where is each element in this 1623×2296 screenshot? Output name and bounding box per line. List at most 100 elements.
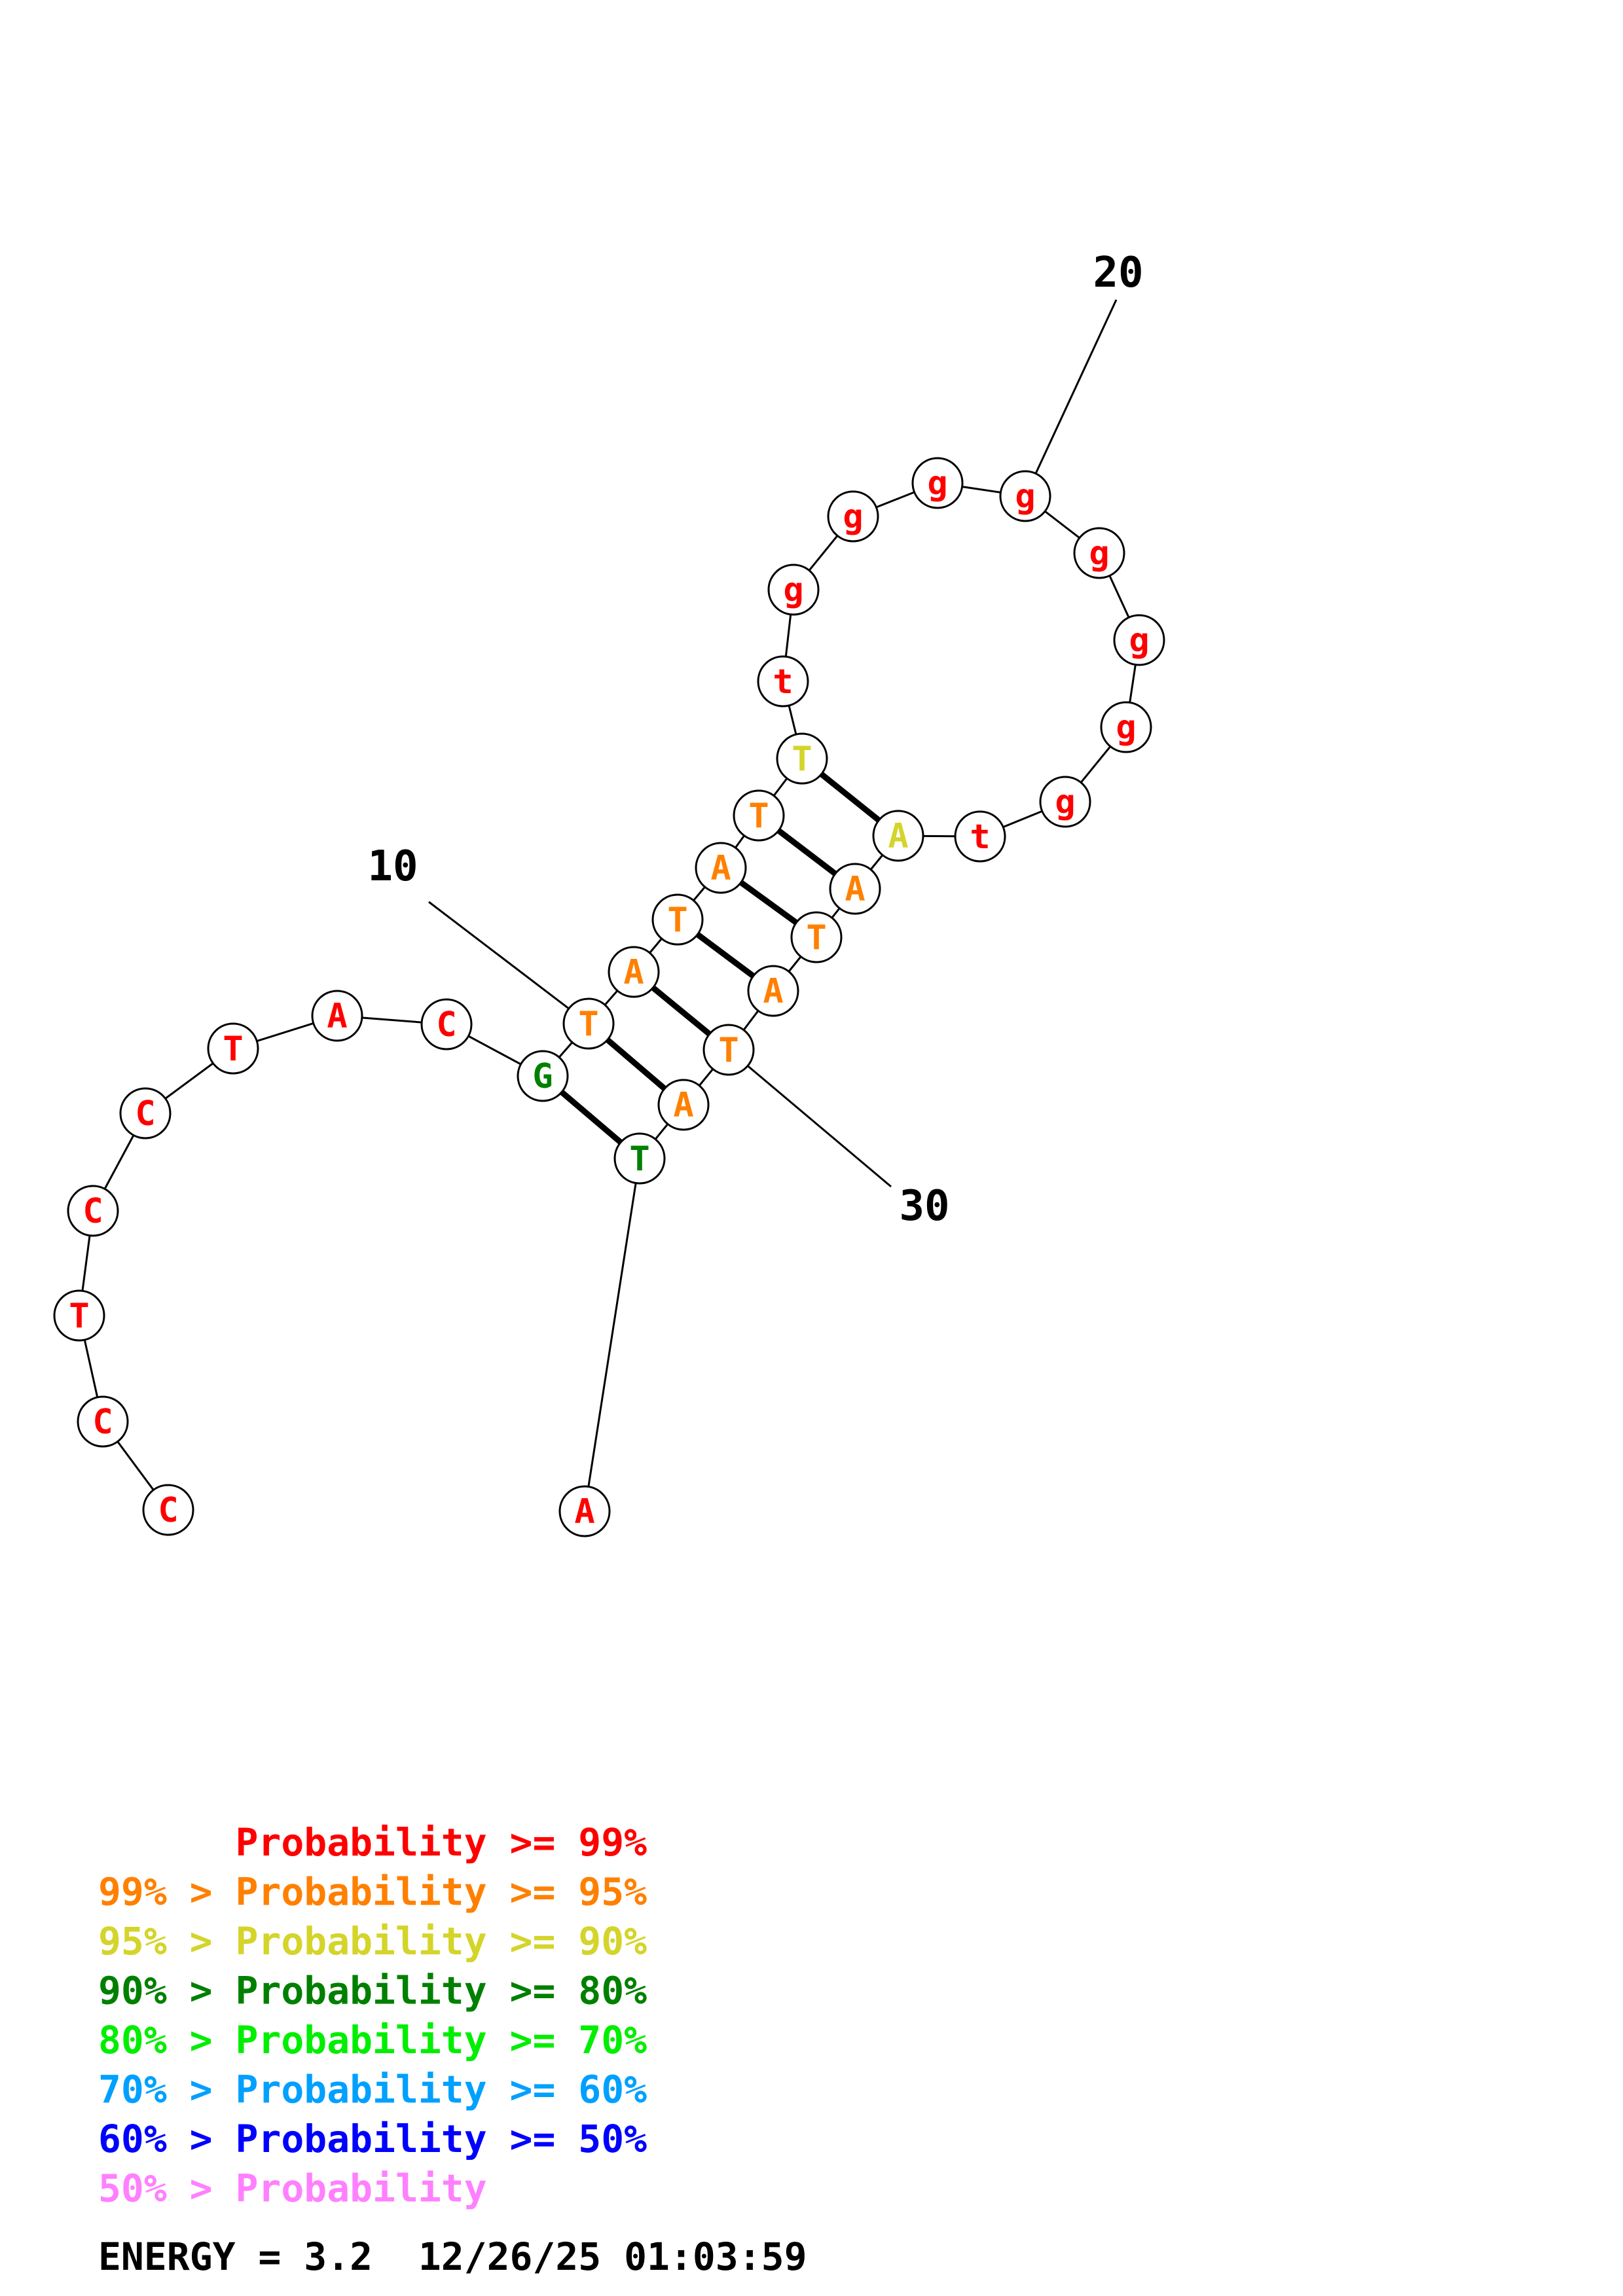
position-label-layer: 10 20 30 bbox=[367, 249, 1143, 1230]
nucleotide-circle bbox=[53, 1289, 105, 1342]
nucleotide-circle bbox=[1113, 614, 1165, 666]
nucleotide-circle bbox=[420, 998, 473, 1050]
nucleotide-circle bbox=[911, 457, 964, 509]
legend-entry: 60% > Probability >= 50% bbox=[98, 2117, 647, 2161]
nucleotide-circle bbox=[733, 789, 785, 842]
nucleotide: C bbox=[77, 1395, 129, 1448]
nucleotide-circle bbox=[207, 1022, 259, 1075]
nucleotide-base: T bbox=[748, 797, 769, 836]
nucleotide: t bbox=[757, 655, 809, 708]
nucleotide-base: g bbox=[927, 464, 947, 503]
backbone-link bbox=[583, 1158, 641, 1512]
legend-entry: 99% > Probability >= 95% bbox=[98, 1870, 647, 1914]
nucleotide: t bbox=[954, 810, 1006, 863]
nucleotide-base: g bbox=[783, 571, 803, 610]
nucleotide: T bbox=[562, 997, 615, 1050]
nucleotide: T bbox=[207, 1022, 259, 1075]
nucleotide-base: A bbox=[574, 1492, 594, 1532]
nucleotide-circle bbox=[829, 863, 881, 915]
nucleotide: T bbox=[613, 1132, 666, 1185]
nucleotide-circle bbox=[1073, 527, 1125, 579]
position-label: 10 bbox=[367, 842, 418, 891]
nucleotide-circle bbox=[1100, 701, 1152, 753]
nucleotide-circle bbox=[954, 810, 1006, 863]
nucleotide-base: g bbox=[1015, 477, 1035, 516]
legend-entry: 90% > Probability >= 80% bbox=[98, 1969, 647, 2013]
nucleotide: g bbox=[1100, 701, 1152, 753]
nucleotide-circle bbox=[999, 470, 1051, 522]
nucleotide-base: C bbox=[158, 1491, 178, 1530]
nucleotide-circle bbox=[608, 946, 660, 998]
nucleotide: T bbox=[776, 732, 828, 785]
nucleotide-circle bbox=[747, 965, 799, 1017]
nucleotide-base: A bbox=[845, 870, 865, 909]
nucleotide-circle bbox=[872, 810, 924, 862]
nucleotide: A bbox=[695, 842, 747, 894]
nucleotide-circle bbox=[776, 732, 828, 785]
nucleotide-circle bbox=[702, 1024, 755, 1076]
nucleotide-base: T bbox=[667, 901, 687, 940]
nucleotide-base: C bbox=[135, 1094, 155, 1134]
nucleotide: C bbox=[119, 1087, 172, 1139]
nucleotide-base: t bbox=[970, 817, 990, 857]
nucleotide-base: T bbox=[629, 1139, 649, 1179]
nucleotide-circle bbox=[142, 1484, 194, 1536]
nucleotide: T bbox=[733, 789, 785, 842]
nucleotide: A bbox=[657, 1079, 710, 1131]
nucleotide: A bbox=[558, 1485, 611, 1537]
position-label-line bbox=[728, 1049, 892, 1188]
nucleotide-base: A bbox=[888, 817, 908, 856]
nucleotide-circle bbox=[119, 1087, 172, 1139]
nucleotide-base: A bbox=[710, 849, 731, 888]
position-label-line bbox=[1024, 299, 1118, 497]
nucleotide: A bbox=[829, 863, 881, 915]
nucleotide-circle bbox=[77, 1395, 129, 1448]
nucleotide-base: C bbox=[92, 1403, 113, 1442]
legend-entry: 70% > Probability >= 60% bbox=[98, 2068, 647, 2112]
position-label-lines bbox=[428, 299, 1118, 1188]
nucleotide-circle bbox=[651, 893, 704, 946]
legend-entry: 95% > Probability >= 90% bbox=[98, 1919, 647, 1964]
nucleotide-circle bbox=[311, 990, 363, 1042]
energy-footer: ENERGY = 3.2 12/26/25 01:03:59 bbox=[98, 2234, 807, 2279]
nucleotide-base: A bbox=[763, 972, 783, 1011]
nucleotide-circle bbox=[757, 655, 809, 708]
nucleotide: g bbox=[1113, 614, 1165, 666]
nucleotide-base: T bbox=[718, 1031, 739, 1070]
nucleotide: G bbox=[517, 1050, 569, 1102]
position-label: 20 bbox=[1093, 249, 1143, 297]
nucleotide-base: A bbox=[623, 953, 644, 992]
nucleotide-base: T bbox=[223, 1030, 243, 1069]
nucleotide: T bbox=[53, 1289, 105, 1342]
nucleotide-circle bbox=[517, 1050, 569, 1102]
nucleotide: C bbox=[142, 1484, 194, 1536]
nucleotide: C bbox=[67, 1185, 119, 1237]
nucleotide-circle bbox=[558, 1485, 611, 1537]
nucleotide-base: A bbox=[673, 1086, 693, 1125]
nucleotide-base: g bbox=[1116, 708, 1136, 747]
nucleotide-base: C bbox=[436, 1005, 456, 1045]
nucleotide-base: t bbox=[773, 662, 793, 702]
nucleotide-circle bbox=[562, 997, 615, 1050]
base-pair-layer bbox=[541, 756, 900, 1161]
nucleotide-circle bbox=[790, 911, 843, 963]
position-label: 30 bbox=[899, 1182, 949, 1230]
nucleotide-circle bbox=[695, 842, 747, 894]
nucleotide: g bbox=[1039, 776, 1091, 828]
position-label-line bbox=[428, 901, 589, 1025]
nucleotide: A bbox=[608, 946, 660, 998]
nucleotide: T bbox=[790, 911, 843, 963]
nucleotide: g bbox=[911, 457, 964, 509]
nucleotide: A bbox=[747, 965, 799, 1017]
nucleotide-base: g bbox=[843, 497, 863, 537]
nucleotide-base: T bbox=[69, 1297, 89, 1336]
nucleotide: C bbox=[420, 998, 473, 1050]
nucleotide-circle bbox=[613, 1132, 666, 1185]
nucleotide: A bbox=[311, 990, 363, 1042]
nucleotide: T bbox=[651, 893, 704, 946]
nucleotide-base: g bbox=[1089, 534, 1109, 573]
nucleotide-base: g bbox=[1055, 783, 1075, 822]
nucleotide-base: C bbox=[82, 1192, 103, 1231]
